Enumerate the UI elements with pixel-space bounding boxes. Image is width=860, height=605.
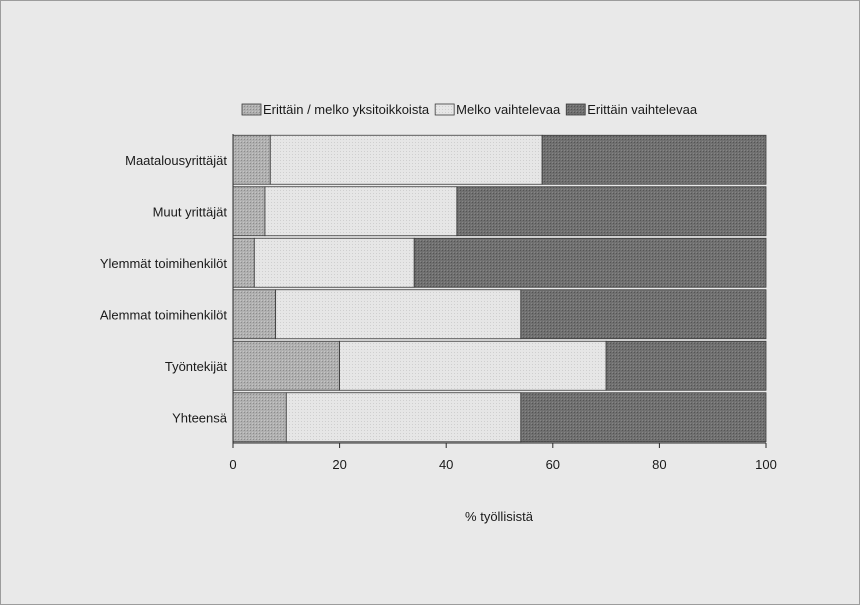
x-tick-label-40: 40 xyxy=(439,457,453,472)
legend-swatch-erittain-melko-yksitoikkoista xyxy=(241,103,262,116)
bar-ylemmat-toimihenkilot-melko-vaihtelevaa xyxy=(253,237,415,288)
category-label-ylemmat-toimihenkilot: Ylemmät toimihenkilöt xyxy=(100,256,228,271)
legend-label-melko-vaihtelevaa: Melko vaihtelevaa xyxy=(456,102,561,117)
x-tick-label-0: 0 xyxy=(229,457,236,472)
bar-tyontekijat-erittain-vaihtelevaa xyxy=(605,340,767,391)
legend-swatch-melko-vaihtelevaa xyxy=(434,103,455,116)
bar-maatalousyrittajat-erittain-vaihtelevaa xyxy=(541,134,767,185)
bar-ylemmat-toimihenkilot-erittain-vaihtelevaa xyxy=(413,237,767,288)
bar-yhteensa-erittain-vaihtelevaa xyxy=(520,392,767,443)
bar-tyontekijat-melko-vaihtelevaa xyxy=(339,340,607,391)
x-axis-title: % työllisistä xyxy=(465,509,534,524)
x-axis: 0 20 40 60 80 100 xyxy=(229,134,777,472)
bar-tyontekijat-erittain-melko-yksitoikkoista xyxy=(232,340,340,391)
category-label-alemmat-toimihenkilot: Alemmat toimihenkilöt xyxy=(100,307,228,322)
category-label-muut-yrittajat: Muut yrittäjät xyxy=(153,204,228,219)
category-label-tyontekijat: Työntekijät xyxy=(165,359,228,374)
bar-maatalousyrittajat-erittain-melko-yksitoikkoista xyxy=(232,134,271,185)
legend-label-erittain-melko-yksitoikkoista: Erittäin / melko yksitoikkoista xyxy=(263,102,430,117)
category-labels: Maatalousyrittäjät Muut yrittäjät Ylemmät … xyxy=(100,153,228,426)
bar-muut-yrittajat-erittain-vaihtelevaa xyxy=(456,186,767,237)
legend-swatch-erittain-vaihtelevaa xyxy=(565,103,586,116)
bar-yhteensa-erittain-melko-yksitoikkoista xyxy=(232,392,287,443)
x-tick-label-20: 20 xyxy=(332,457,346,472)
legend-label-erittain-vaihtelevaa: Erittäin vaihtelevaa xyxy=(587,102,698,117)
bar-alemmat-toimihenkilot-erittain-melko-yksitoikkoista xyxy=(232,289,277,340)
category-label-yhteensa: Yhteensä xyxy=(172,410,228,425)
bar-maatalousyrittajat-melko-vaihtelevaa xyxy=(269,134,543,185)
bar-muut-yrittajat-melko-vaihtelevaa xyxy=(264,186,458,237)
bars xyxy=(232,134,767,443)
x-tick-label-80: 80 xyxy=(652,457,666,472)
bar-alemmat-toimihenkilot-melko-vaihtelevaa xyxy=(275,289,522,340)
bar-yhteensa-melko-vaihtelevaa xyxy=(285,392,522,443)
x-tick-label-60: 60 xyxy=(546,457,560,472)
category-label-maatalousyrittajat: Maatalousyrittäjät xyxy=(125,153,227,168)
bar-muut-yrittajat-erittain-melko-yksitoikkoista xyxy=(232,186,266,237)
x-tick-label-100: 100 xyxy=(755,457,777,472)
bar-alemmat-toimihenkilot-erittain-vaihtelevaa xyxy=(520,289,767,340)
bar-ylemmat-toimihenkilot-erittain-melko-yksitoikkoista xyxy=(232,237,255,288)
legend: Erittäin / melko yksitoikkoista Melko vai… xyxy=(241,102,698,117)
